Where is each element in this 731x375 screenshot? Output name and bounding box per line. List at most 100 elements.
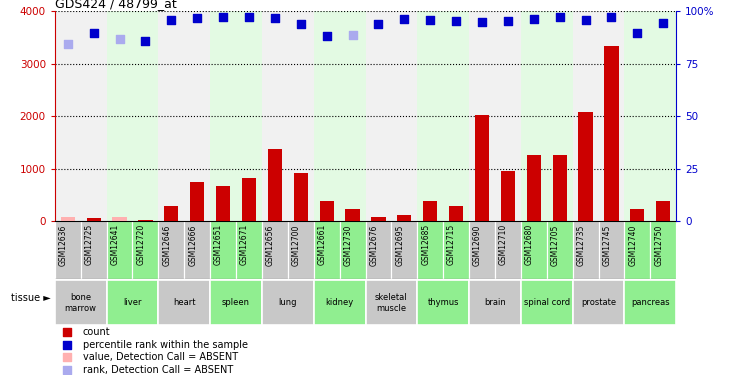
Bar: [526, 154, 541, 221]
Point: [657, 20, 669, 26]
Bar: [521, 280, 572, 325]
Text: GSM12700: GSM12700: [292, 224, 300, 266]
Point: [425, 17, 436, 23]
Text: GSM12641: GSM12641: [110, 224, 120, 266]
Bar: [236, 11, 262, 221]
Bar: [366, 11, 391, 221]
Bar: [107, 280, 159, 325]
Bar: [288, 221, 314, 279]
Point: [61, 367, 73, 373]
Text: skeletal
muscle: skeletal muscle: [375, 293, 408, 312]
Text: value, Detection Call = ABSENT: value, Detection Call = ABSENT: [83, 352, 238, 363]
Text: GSM12725: GSM12725: [85, 224, 94, 266]
Text: GSM12715: GSM12715: [447, 224, 456, 266]
Text: thymus: thymus: [428, 298, 459, 307]
Bar: [340, 221, 366, 279]
Bar: [211, 221, 236, 279]
Text: GSM12651: GSM12651: [214, 224, 223, 266]
Point: [605, 13, 617, 20]
Text: GSM12735: GSM12735: [577, 224, 586, 266]
Bar: [495, 11, 520, 221]
Bar: [417, 221, 443, 279]
Bar: [159, 221, 184, 279]
Text: bone
marrow: bone marrow: [65, 293, 96, 312]
Bar: [107, 11, 132, 221]
Text: count: count: [83, 327, 110, 337]
Text: rank, Detection Call = ABSENT: rank, Detection Call = ABSENT: [83, 365, 233, 375]
Bar: [55, 11, 80, 221]
Bar: [423, 201, 437, 221]
Point: [398, 16, 410, 22]
Text: GDS424 / 48799_at: GDS424 / 48799_at: [55, 0, 177, 10]
Bar: [624, 280, 676, 325]
Bar: [630, 209, 645, 221]
Bar: [417, 11, 443, 221]
Bar: [578, 111, 593, 221]
Text: brain: brain: [484, 298, 506, 307]
Bar: [159, 11, 184, 221]
Point: [476, 19, 488, 25]
Bar: [397, 216, 412, 221]
Bar: [268, 149, 282, 221]
Bar: [599, 11, 624, 221]
Text: GSM12690: GSM12690: [473, 224, 482, 266]
Point: [192, 15, 203, 21]
Bar: [80, 221, 107, 279]
Bar: [262, 221, 288, 279]
Point: [61, 354, 73, 360]
Point: [632, 30, 643, 36]
Bar: [572, 221, 599, 279]
Bar: [366, 221, 391, 279]
Bar: [391, 221, 417, 279]
Bar: [572, 11, 599, 221]
Text: GSM12680: GSM12680: [525, 224, 534, 266]
Text: liver: liver: [124, 298, 142, 307]
Text: tissue ►: tissue ►: [12, 293, 51, 303]
Point: [528, 16, 539, 22]
Bar: [319, 201, 334, 221]
Text: GSM12646: GSM12646: [162, 224, 171, 266]
Point: [62, 41, 74, 47]
Bar: [262, 280, 314, 325]
Point: [502, 18, 514, 24]
Text: prostate: prostate: [581, 298, 616, 307]
Bar: [371, 217, 385, 221]
Text: GSM12695: GSM12695: [395, 224, 404, 266]
Bar: [80, 11, 107, 221]
Bar: [184, 221, 211, 279]
Point: [88, 30, 99, 36]
Text: GSM12676: GSM12676: [369, 224, 379, 266]
Bar: [340, 11, 366, 221]
Bar: [61, 217, 75, 221]
Point: [114, 36, 126, 42]
Bar: [417, 280, 469, 325]
Bar: [391, 11, 417, 221]
Point: [243, 13, 255, 20]
Text: GSM12656: GSM12656: [266, 224, 275, 266]
Bar: [547, 221, 572, 279]
Text: GSM12636: GSM12636: [58, 224, 68, 266]
Bar: [624, 221, 651, 279]
Point: [295, 21, 306, 27]
Text: GSM12671: GSM12671: [240, 224, 249, 266]
Point: [580, 16, 591, 22]
Bar: [242, 178, 256, 221]
Point: [61, 342, 73, 348]
Text: GSM12661: GSM12661: [318, 224, 327, 266]
Text: GSM12750: GSM12750: [654, 224, 663, 266]
Bar: [190, 182, 205, 221]
Bar: [366, 280, 417, 325]
Bar: [159, 280, 211, 325]
Text: spleen: spleen: [222, 298, 250, 307]
Point: [140, 38, 151, 44]
Bar: [475, 115, 489, 221]
Bar: [107, 221, 132, 279]
Text: pancreas: pancreas: [631, 298, 670, 307]
Bar: [605, 46, 618, 221]
Bar: [547, 11, 572, 221]
Point: [346, 32, 358, 38]
Bar: [216, 186, 230, 221]
Bar: [55, 280, 107, 325]
Bar: [572, 280, 624, 325]
Bar: [132, 221, 159, 279]
